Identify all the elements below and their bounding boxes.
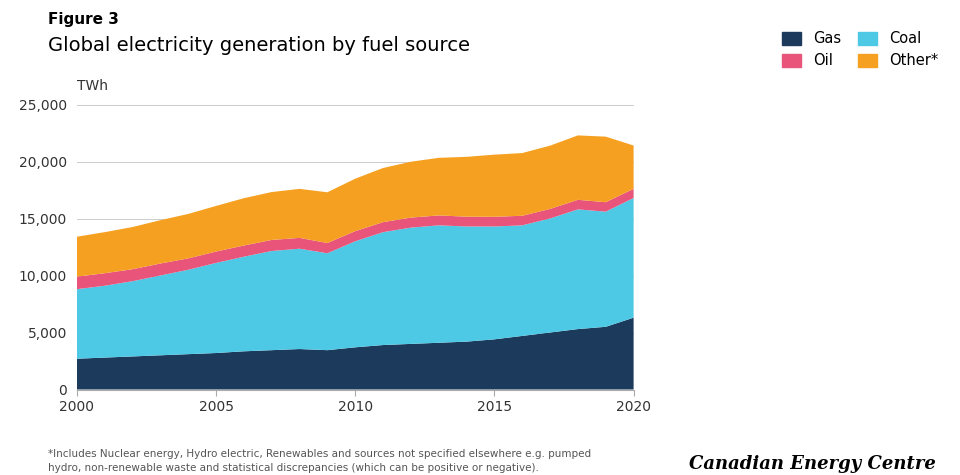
Text: *Includes Nuclear energy, Hydro electric, Renewables and sources not specified e: *Includes Nuclear energy, Hydro electric… — [48, 448, 591, 473]
Legend: Gas, Oil, Coal, Other*: Gas, Oil, Coal, Other* — [782, 31, 938, 68]
Text: Figure 3: Figure 3 — [48, 12, 119, 27]
Text: TWh: TWh — [77, 79, 108, 93]
Text: Global electricity generation by fuel source: Global electricity generation by fuel so… — [48, 36, 470, 55]
Text: Canadian Energy Centre: Canadian Energy Centre — [689, 455, 936, 473]
